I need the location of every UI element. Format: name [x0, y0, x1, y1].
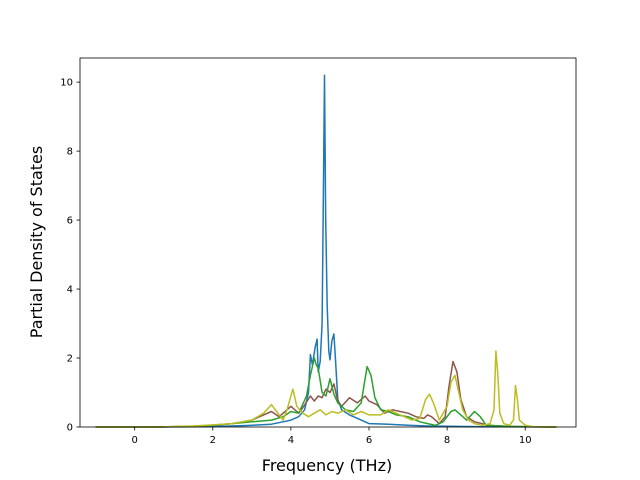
x-tick-label: 8 — [444, 435, 450, 446]
series-line-4 — [95, 350, 557, 428]
x-tick-label: 2 — [210, 435, 216, 446]
x-tick-label: 6 — [366, 435, 372, 446]
y-tick-label: 0 — [67, 423, 73, 434]
x-tick-label: 4 — [288, 435, 294, 446]
y-tick-label: 8 — [67, 147, 73, 158]
x-axis: 0 2 4 6 8 10 — [131, 427, 532, 446]
series-layer — [95, 74, 557, 428]
y-tick-label: 10 — [60, 78, 73, 89]
y-tick-label: 4 — [67, 285, 73, 296]
y-axis: 0 2 4 6 8 10 — [60, 78, 80, 434]
x-axis-label: Frequency (THz) — [262, 456, 392, 475]
series-line-3 — [95, 357, 557, 428]
x-tick-label: 10 — [519, 435, 532, 446]
y-tick-label: 6 — [67, 216, 73, 227]
y-axis-label: Partial Density of States — [27, 146, 46, 338]
x-tick-label: 0 — [131, 435, 137, 446]
y-tick-label: 2 — [67, 354, 73, 365]
plot-frame — [79, 57, 577, 428]
series-line-1 — [95, 74, 557, 428]
